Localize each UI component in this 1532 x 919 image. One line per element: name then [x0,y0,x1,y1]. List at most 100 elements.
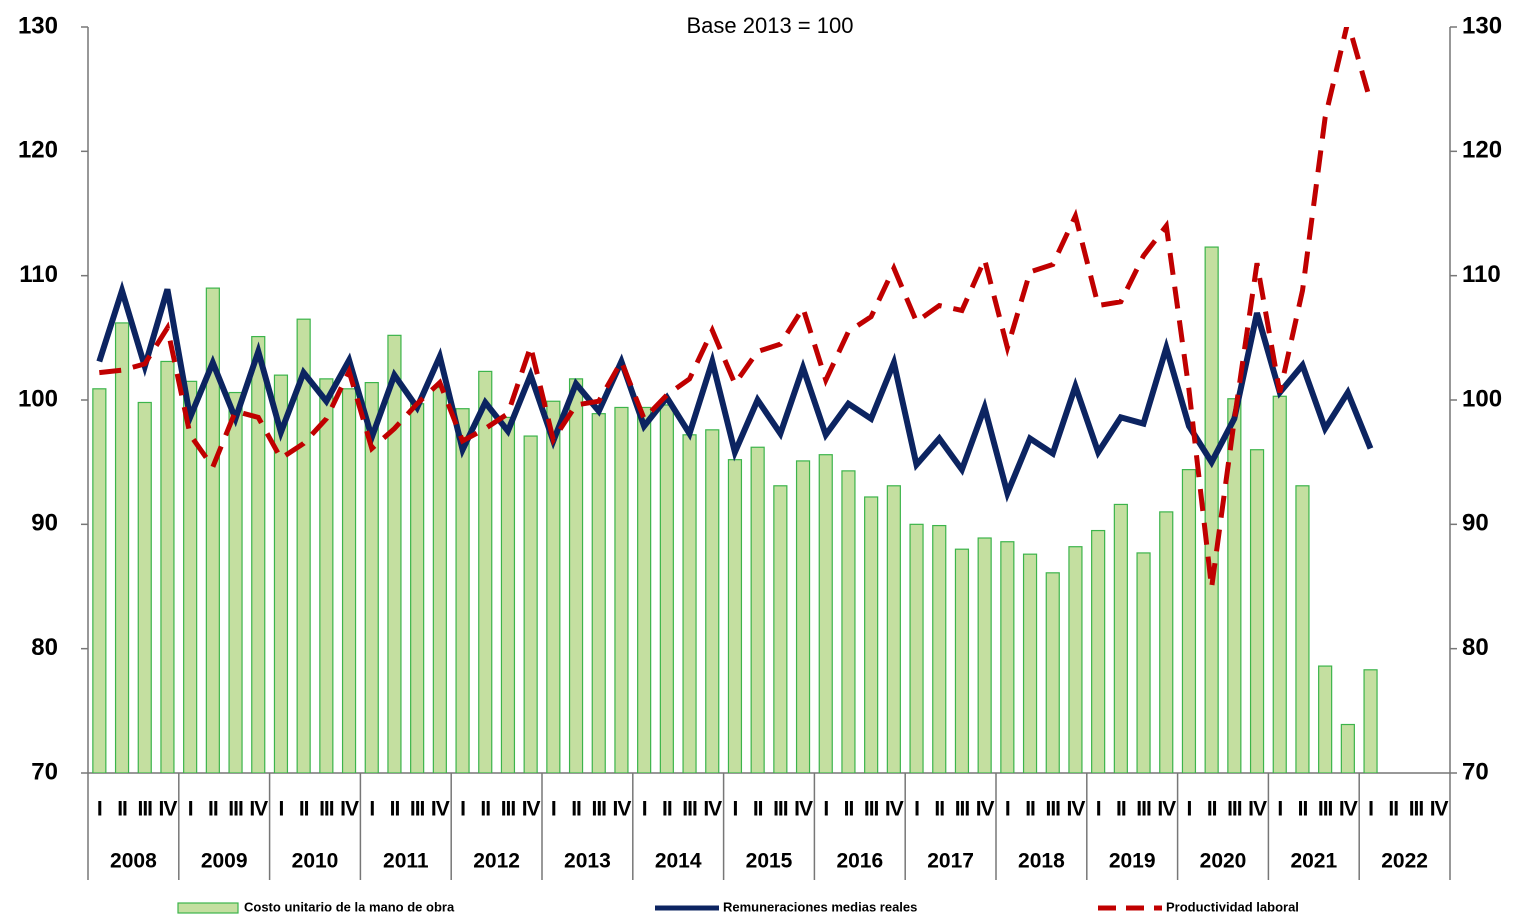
x-tick-label: II [1207,798,1217,821]
x-tick-label: III [319,798,334,821]
x-tick-label: I [1096,798,1101,821]
y2-tick-label: 120 [1462,137,1502,164]
year-label: 2008 [110,850,157,873]
bar [1113,503,1128,773]
x-tick-label: II [1388,798,1398,821]
x-tick-label: III [1227,798,1242,821]
x-tick-label: IV [431,798,450,821]
year-label: 2019 [1109,850,1156,873]
x-tick-label: III [955,798,970,821]
x-tick-label: III [864,798,879,821]
bar [1159,511,1174,773]
x-tick-label: IV [522,798,541,821]
x-tick-label: I [642,798,647,821]
x-tick-label: IV [613,798,632,821]
bar [682,434,697,773]
x-tick-label: I [551,798,556,821]
x-tick-label: IV [1248,798,1267,821]
year-label: 2010 [292,850,339,873]
x-tick-label: II [480,798,490,821]
y-tick-label: 70 [31,758,58,785]
bar [341,388,357,773]
bar [183,380,198,773]
bar [659,404,674,773]
bar [591,413,606,773]
x-tick-label: II [1025,798,1035,821]
bar [160,360,175,773]
x-tick-label: II [844,798,854,821]
x-tick-label: III [1136,798,1151,821]
bar [1272,395,1287,773]
y-tick-label: 100 [18,385,58,412]
x-tick-label: II [299,798,309,821]
bar [1363,669,1378,773]
plot-area [92,27,1378,773]
y-tick-label: 120 [18,137,58,164]
bar [1022,553,1038,773]
x-tick-label: III [410,798,425,821]
x-tick-label: IV [159,798,178,821]
x-tick-label: I [733,798,738,821]
year-label: 2020 [1200,850,1247,873]
x-tick-label: II [117,798,127,821]
y2-tick-label: 130 [1462,12,1502,39]
bar [205,287,220,773]
year-label: 2014 [655,850,702,873]
bar [1045,572,1060,773]
bar [1136,552,1151,773]
bar [727,459,743,773]
bar [1068,546,1083,773]
bar [568,378,584,773]
x-tick-label: IV [885,798,904,821]
x-tick-label: I [369,798,374,821]
bar [1181,469,1197,773]
bar [614,406,629,773]
y-tick-label: 110 [19,261,58,288]
bar [546,400,561,773]
x-tick-label: III [1409,798,1424,821]
bar [1318,665,1333,773]
bar [705,429,720,773]
year-label: 2016 [836,850,883,873]
bar [137,401,152,773]
x-tick-label: I [1277,798,1282,821]
bar [750,446,765,773]
x-tick-label: III [228,798,243,821]
bar [455,408,470,773]
x-tick-label: IV [1067,798,1086,821]
x-tick-label: IV [340,798,359,821]
y-tick-label: 90 [31,510,58,537]
x-tick-label: II [571,798,581,821]
x-tick-label: II [1116,798,1126,821]
x-tick-label: II [1298,798,1308,821]
legend-label: Productividad laboral [1166,899,1299,914]
year-label: 2021 [1290,850,1337,873]
chart-subtitle: Base 2013 = 100 [687,13,854,38]
bar [500,416,516,773]
bar [1340,723,1355,773]
year-label: 2018 [1018,850,1065,873]
bar [364,381,379,773]
bar [228,391,243,773]
x-tick-label: I [97,798,102,821]
x-tick-label: IV [1339,798,1358,821]
x-tick-label: II [662,798,672,821]
x-tick-label: II [208,798,218,821]
bar [387,334,402,773]
x-tick-label: III [137,798,152,821]
x-tick-label: IV [794,798,813,821]
bar [114,322,130,773]
y2-tick-label: 80 [1462,634,1489,661]
x-tick-label: I [1187,798,1192,821]
bar [523,435,538,773]
x-tick-label: I [460,798,465,821]
x-tick-label: IV [1430,798,1449,821]
y2-tick-label: 70 [1462,758,1489,785]
x-tick-label: IV [1157,798,1176,821]
bar [319,378,334,773]
x-tick-label: II [753,798,763,821]
year-label: 2022 [1381,850,1428,873]
legend-swatch [177,902,239,914]
bar [1000,541,1015,773]
y-tick-label: 80 [31,634,58,661]
